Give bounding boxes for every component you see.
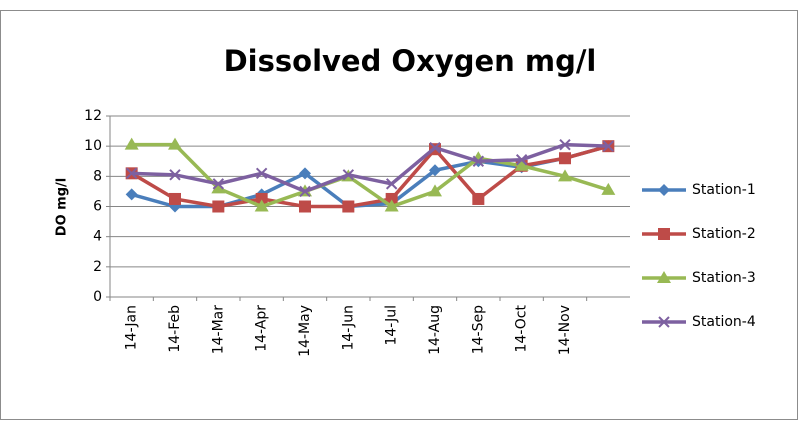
marker [299,167,311,180]
marker [658,184,670,196]
chart-title: Dissolved Oxygen mg/l [224,44,597,78]
marker [559,138,571,151]
marker [601,182,616,195]
y-tick-label: 6 [93,199,102,215]
marker [385,192,398,205]
marker [559,152,571,165]
marker [169,192,181,205]
marker [212,178,225,190]
marker [602,140,615,152]
series-line [131,142,609,194]
y-tick-label: 12 [84,108,102,124]
marker [472,192,485,205]
marker [658,228,670,240]
marker [212,200,225,213]
marker [299,185,311,198]
y-tick-label: 8 [93,168,102,184]
marker [429,164,441,177]
y-tick-label: 2 [93,259,102,275]
y-tick-label: 4 [93,229,102,245]
marker [255,192,268,205]
y-axis-label: DO mg/l [55,178,70,236]
y-tick-label: 10 [84,138,102,154]
x-tick-label: 14-Apr [254,305,270,352]
marker [658,316,670,328]
x-tick-label: 14-Jun [340,305,356,351]
marker [515,154,528,166]
marker [342,169,355,181]
legend-label: Station-2 [692,226,756,242]
y-tick-label: 0 [93,289,102,305]
marker [558,169,572,182]
marker [124,137,139,150]
legend-label: Station-4 [692,314,756,330]
marker [342,200,355,213]
marker [169,169,181,181]
marker [384,199,399,212]
marker [429,141,441,154]
marker [125,167,138,180]
x-tick-label: 14-Nov [557,305,573,355]
marker [385,178,398,190]
marker [211,181,226,194]
x-tick-label: 14-May [297,305,313,357]
chart-frame [0,10,798,420]
marker [514,158,529,171]
legend-label: Station-1 [692,182,756,198]
marker [428,184,442,197]
x-tick-label: 14-Jul [384,305,400,346]
marker [472,155,485,167]
x-tick-label: 14-Aug [427,305,443,355]
x-tick-label: 14-Sep [470,305,486,354]
x-tick-label: 14-Jan [124,305,140,350]
x-tick-label: 14-Oct [514,304,530,352]
x-tick-label: 14-Mar [210,305,226,355]
series-line [130,144,609,209]
x-tick-label: 14-Feb [167,305,183,353]
marker [168,137,182,150]
marker [299,200,311,213]
marker [125,188,138,201]
legend-label: Station-3 [692,270,756,286]
marker [254,199,269,212]
marker [255,167,268,180]
marker [657,271,671,283]
